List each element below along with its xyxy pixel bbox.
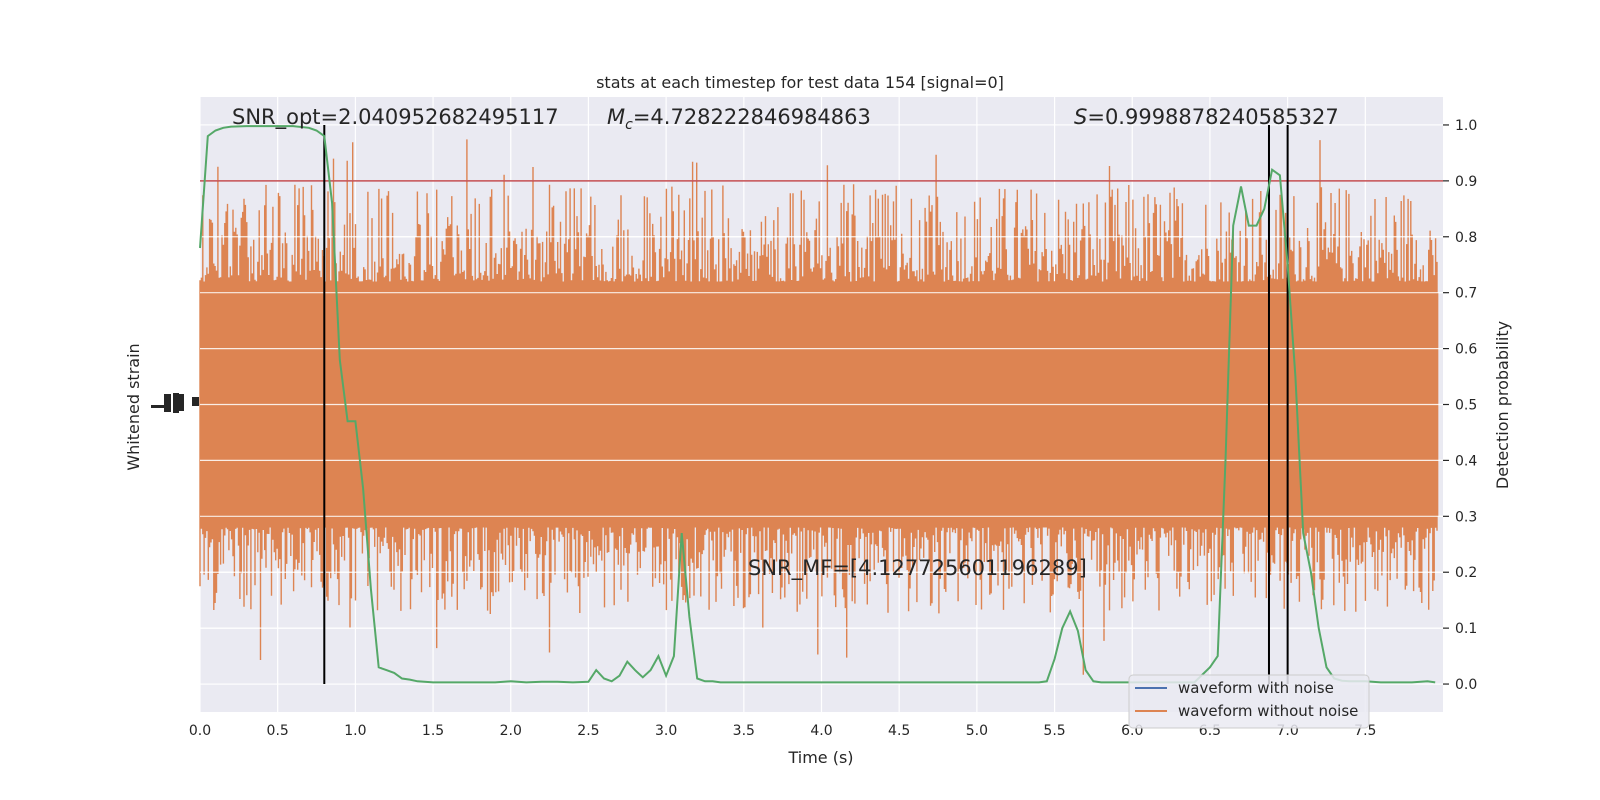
left-axis-mark <box>179 394 184 411</box>
legend: waveform with noise waveform without noi… <box>1128 674 1370 729</box>
annotation-s-value: =0.9998878240585327 <box>1087 105 1338 129</box>
chart-title: stats at each timestep for test data 154… <box>596 73 1004 92</box>
y-tick-label: 0.6 <box>1455 342 1477 358</box>
annotation-mc-value: =4.728222846984863 <box>633 105 871 129</box>
x-tick-label: 4.0 <box>810 723 832 739</box>
x-tick-label: 3.0 <box>655 723 677 739</box>
left-axis-ticks <box>151 393 199 413</box>
y-tick-label: 0.2 <box>1455 565 1477 581</box>
y-tick-label: 0.9 <box>1455 174 1477 190</box>
y-tick-label: 1.0 <box>1455 118 1477 134</box>
y-tick-label: 0.1 <box>1455 621 1477 637</box>
left-axis-mark <box>151 405 165 408</box>
plot-area <box>199 97 1443 712</box>
x-tick-label: 5.0 <box>966 723 988 739</box>
x-tick-label: 2.0 <box>500 723 522 739</box>
right-axis-ticks: 0.0 0.1 0.2 0.3 0.4 0.5 0.6 0.7 0.8 0.9 1.0 <box>1443 118 1477 693</box>
left-axis-mark <box>192 397 199 406</box>
y-tick-label: 0.8 <box>1455 230 1477 246</box>
legend-box <box>1128 674 1370 729</box>
x-tick-label: 3.5 <box>733 723 755 739</box>
left-axis-mark <box>164 394 171 412</box>
y-tick-label: 0.5 <box>1455 398 1477 414</box>
x-tick-label: 1.0 <box>344 723 366 739</box>
right-axis-label: Detection probability <box>1493 321 1512 489</box>
y-tick-label: 0.7 <box>1455 286 1477 302</box>
x-tick-label: 2.5 <box>577 723 599 739</box>
annotation-snr-mf: SNR_MF=[4.127725601196289] <box>748 556 1087 581</box>
annotation-s: S=0.9998878240585327 <box>1074 105 1339 129</box>
legend-label-with-noise: waveform with noise <box>1178 679 1334 697</box>
annotation-snr-opt: SNR_opt=2.040952682495117 <box>232 105 559 130</box>
series-detection-probability <box>199 125 1436 684</box>
x-tick-label: 5.5 <box>1043 723 1065 739</box>
x-tick-label: 0.0 <box>189 723 211 739</box>
y-tick-label: 0.3 <box>1455 509 1477 525</box>
legend-label-without-noise: waveform without noise <box>1178 702 1358 720</box>
annotation-s-symbol: S <box>1074 105 1087 129</box>
x-tick-label: 1.5 <box>422 723 444 739</box>
y-tick-label: 0.4 <box>1455 453 1477 469</box>
annotation-mc: Mc=4.728222846984863 <box>607 105 871 133</box>
annotation-mc-subscript: c <box>625 117 633 133</box>
annotation-mc-symbol: M <box>607 105 625 129</box>
y-tick-label: 0.0 <box>1455 677 1477 693</box>
x-tick-label: 4.5 <box>888 723 910 739</box>
x-tick-label: 0.5 <box>267 723 289 739</box>
x-axis-label: Time (s) <box>787 748 853 767</box>
left-axis-mark <box>173 393 179 413</box>
vertical-markers <box>323 124 1289 685</box>
left-axis-label: Whitened strain <box>124 343 143 470</box>
